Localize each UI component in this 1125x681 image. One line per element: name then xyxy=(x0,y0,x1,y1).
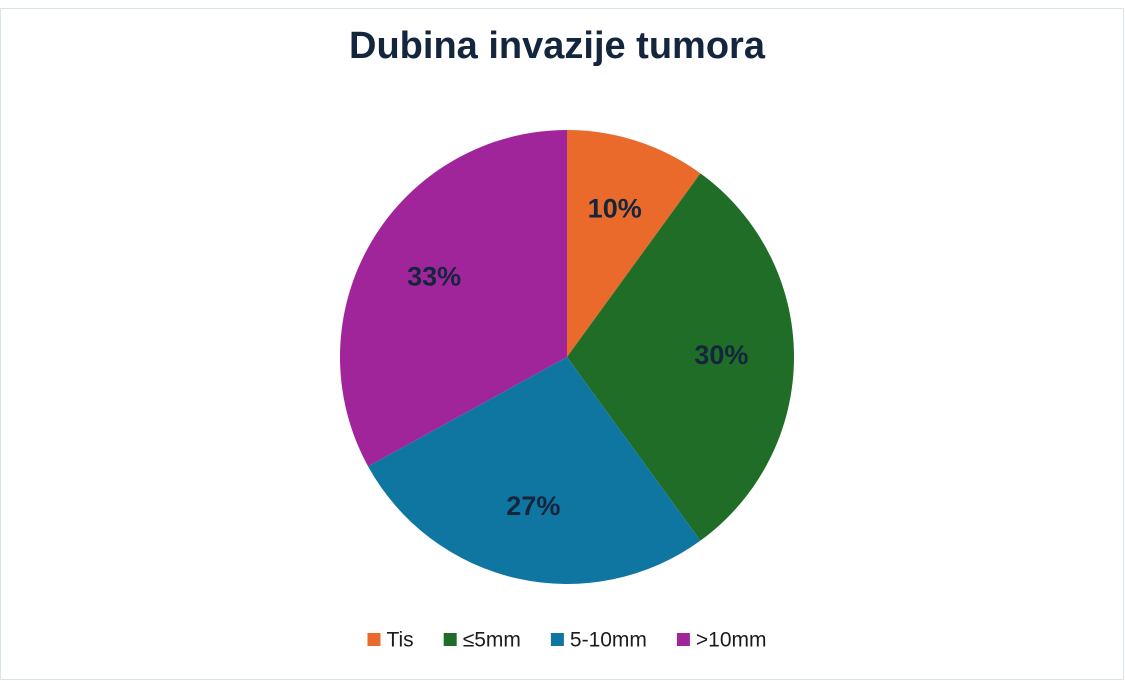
pie-slice xyxy=(340,130,567,467)
pie-slice xyxy=(567,130,701,357)
legend-swatch xyxy=(550,633,564,646)
data-label: 10% xyxy=(588,193,642,223)
legend-swatch xyxy=(676,633,690,646)
legend-label: Tis xyxy=(386,629,413,652)
chart-title: Dubina invazije tumora xyxy=(349,25,766,67)
pie-slice xyxy=(567,173,794,541)
data-label: 27% xyxy=(506,491,560,521)
legend-label: 5-10mm xyxy=(570,629,647,652)
legend-label: ≤5mm xyxy=(463,629,521,652)
legend-label: >10mm xyxy=(696,629,767,652)
data-label: 30% xyxy=(694,340,748,370)
pie-slice xyxy=(368,357,701,584)
legend-swatch xyxy=(367,633,381,646)
data-label: 33% xyxy=(407,262,461,292)
legend-swatch xyxy=(443,633,457,646)
